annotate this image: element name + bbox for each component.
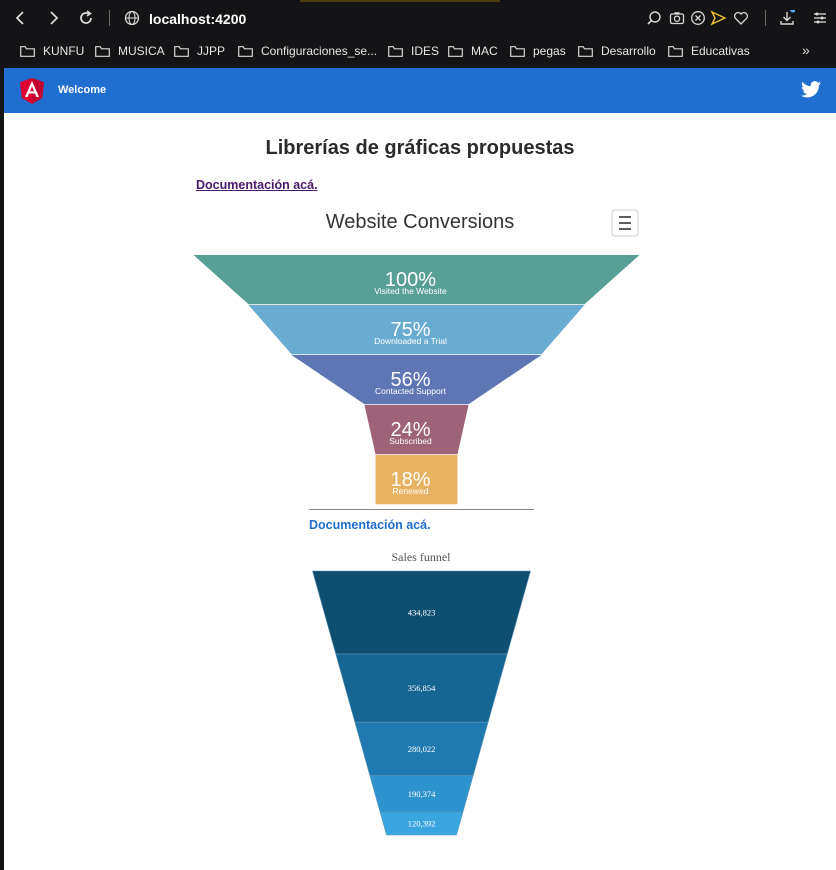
segment-label: Visited the Website xyxy=(374,286,447,296)
segment-label: Renewed xyxy=(393,486,429,496)
bookmark-item[interactable]: IDES xyxy=(388,42,439,60)
segment-label: Downloaded a Trial xyxy=(374,336,447,346)
globe-icon xyxy=(124,10,140,26)
forward-icon[interactable] xyxy=(43,8,63,28)
bookmark-label: Educativas xyxy=(691,44,750,58)
folder-icon xyxy=(578,45,593,57)
chart-title: Website Conversions xyxy=(326,211,515,233)
funnel-segment[interactable] xyxy=(364,405,469,455)
bookmark-label: MUSICA xyxy=(118,44,165,58)
download-icon[interactable] xyxy=(779,6,796,26)
bookmark-item[interactable]: KUNFU xyxy=(20,42,84,60)
segment-value: 434,823 xyxy=(408,608,436,618)
bookmark-label: IDES xyxy=(411,44,440,58)
reload-icon[interactable] xyxy=(76,8,96,28)
documentation-link-secondary[interactable]: Documentación acá. xyxy=(309,518,431,532)
segment-value: 75% xyxy=(390,319,430,341)
website-conversions-funnel-chart: Website Conversions 100%Visited the Websi… xyxy=(193,209,640,505)
sales-funnel-chart: Sales funnel 434,823 356,854 280,022 190,374… xyxy=(312,550,531,836)
send-icon[interactable] xyxy=(710,10,727,26)
segment-value: 190,374 xyxy=(408,789,436,799)
segment-label: Subscribed xyxy=(389,436,432,446)
twitter-icon[interactable] xyxy=(801,81,821,98)
funnel-segment[interactable] xyxy=(379,811,464,836)
funnel-segment[interactable] xyxy=(248,305,585,355)
bookmark-label: Desarrollo xyxy=(601,44,656,58)
bookmarks-bar: KUNFU MUSICA JJPP Configuraciones_se... IDES… xyxy=(0,38,836,64)
window-edge xyxy=(0,68,4,870)
funnel-segment[interactable] xyxy=(375,455,458,505)
camera-icon[interactable] xyxy=(669,10,685,26)
folder-icon xyxy=(20,45,35,57)
browser-chrome: localhost:4200 KUNFU MUSICA JJPP Configurac… xyxy=(0,0,836,68)
funnel-segment[interactable] xyxy=(193,255,640,305)
bookmark-item[interactable]: Desarrollo xyxy=(578,42,656,60)
page-title: Librerías de gráficas propuestas xyxy=(265,137,575,159)
bookmark-label: pegas xyxy=(533,44,566,58)
folder-icon xyxy=(388,45,403,57)
segment-value: 24% xyxy=(390,419,430,441)
folder-icon xyxy=(238,45,253,57)
segment-value: 120,392 xyxy=(408,819,436,829)
browser-toolbar: localhost:4200 xyxy=(0,0,836,36)
bookmark-item[interactable]: Educativas xyxy=(668,42,750,60)
bookmark-label: Configuraciones_se... xyxy=(261,44,378,58)
toolbar-separator xyxy=(765,10,766,26)
hamburger-menu-icon[interactable] xyxy=(611,209,639,237)
search-zoom-icon[interactable] xyxy=(646,10,662,26)
folder-icon xyxy=(668,45,683,57)
app-header: Welcome xyxy=(4,68,836,113)
funnel-segment[interactable] xyxy=(291,355,542,405)
chart-title: Sales funnel xyxy=(392,550,452,564)
bookmark-item[interactable]: pegas xyxy=(510,42,566,60)
bookmarks-more-icon[interactable]: » xyxy=(802,42,810,58)
segment-value: 100% xyxy=(385,269,436,291)
folder-icon xyxy=(95,45,110,57)
folder-icon xyxy=(448,45,463,57)
segment-label: Contacted Support xyxy=(375,386,447,396)
folder-icon xyxy=(510,45,525,57)
settings-menu-icon[interactable] xyxy=(812,10,828,26)
toolbar-separator xyxy=(109,10,110,26)
bookmark-item[interactable]: JJPP xyxy=(174,42,225,60)
section-divider xyxy=(309,509,534,510)
close-circle-icon[interactable] xyxy=(690,10,706,26)
segment-value: 280,022 xyxy=(408,744,436,754)
address-bar[interactable]: localhost:4200 xyxy=(149,11,247,27)
back-icon[interactable] xyxy=(11,8,31,28)
bookmark-item[interactable]: MAC xyxy=(448,42,498,60)
bookmark-label: MAC xyxy=(471,44,498,58)
welcome-label: Welcome xyxy=(58,84,107,96)
heart-icon[interactable] xyxy=(733,10,749,26)
angular-logo-icon[interactable] xyxy=(20,78,44,104)
segment-value: 356,854 xyxy=(408,683,436,693)
bookmark-label: JJPP xyxy=(197,44,226,58)
bookmark-item[interactable]: Configuraciones_se... xyxy=(238,42,377,60)
segment-value: 18% xyxy=(390,469,430,491)
bookmark-label: KUNFU xyxy=(43,44,85,58)
documentation-link[interactable]: Documentación acá. xyxy=(196,178,318,192)
tab-indicator xyxy=(300,0,500,2)
folder-icon xyxy=(174,45,189,57)
segment-value: 56% xyxy=(390,369,430,391)
bookmark-item[interactable]: MUSICA xyxy=(95,42,165,60)
